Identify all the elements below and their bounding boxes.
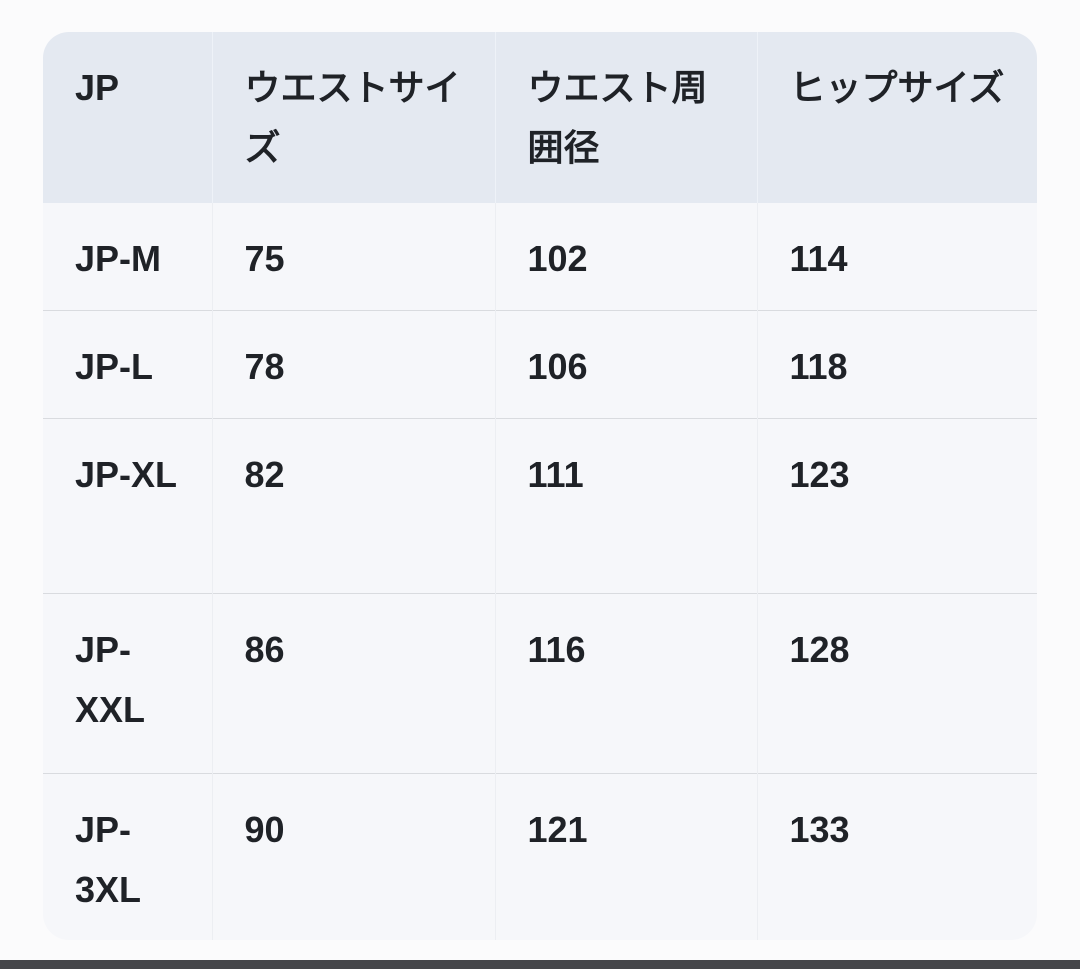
col-header-hip-size: ヒップサイズ bbox=[756, 32, 1037, 203]
size-chart-table: JP ウエストサイズ ウエスト周囲径 ヒップサイズ JP-M 75 102 11… bbox=[43, 32, 1037, 940]
bottom-divider-bar bbox=[0, 960, 1080, 969]
cell-jp-size: JP-3XL bbox=[43, 772, 212, 940]
table-row: JP-3XL 90 121 133 bbox=[43, 772, 1037, 940]
cell-jp-size: JP-XL bbox=[43, 417, 212, 593]
cell-waist-size: 86 bbox=[211, 592, 495, 773]
col-header-jp: JP bbox=[43, 32, 212, 203]
cell-hip-size: 123 bbox=[756, 417, 1037, 593]
cell-waist-circumference: 102 bbox=[494, 203, 757, 310]
col-header-waist-circumference: ウエスト周囲径 bbox=[494, 32, 757, 203]
cell-waist-circumference: 116 bbox=[494, 592, 757, 773]
cell-waist-size: 90 bbox=[211, 772, 495, 940]
cell-waist-size: 75 bbox=[211, 203, 495, 310]
table-row: JP-XXL 86 116 128 bbox=[43, 592, 1037, 773]
cell-hip-size: 133 bbox=[756, 772, 1037, 940]
table-row: JP-M 75 102 114 bbox=[43, 203, 1037, 310]
col-header-waist-size: ウエストサイズ bbox=[211, 32, 495, 203]
cell-waist-circumference: 121 bbox=[494, 772, 757, 940]
cell-waist-size: 78 bbox=[211, 309, 495, 418]
cell-waist-circumference: 111 bbox=[494, 417, 757, 593]
cell-hip-size: 118 bbox=[756, 309, 1037, 418]
table-row: JP-L 78 106 118 bbox=[43, 309, 1037, 418]
cell-jp-size: JP-M bbox=[43, 203, 212, 310]
size-chart-card: JP ウエストサイズ ウエスト周囲径 ヒップサイズ JP-M 75 102 11… bbox=[43, 32, 1037, 940]
cell-waist-size: 82 bbox=[211, 417, 495, 593]
header-row: JP ウエストサイズ ウエスト周囲径 ヒップサイズ bbox=[43, 32, 1037, 203]
cell-waist-circumference: 106 bbox=[494, 309, 757, 418]
table-body: JP-M 75 102 114 JP-L 78 106 118 JP-XL 82… bbox=[43, 203, 1037, 940]
cell-jp-size: JP-L bbox=[43, 309, 212, 418]
cell-hip-size: 128 bbox=[756, 592, 1037, 773]
cell-jp-size: JP-XXL bbox=[43, 592, 212, 773]
table-row: JP-XL 82 111 123 bbox=[43, 417, 1037, 593]
table-header: JP ウエストサイズ ウエスト周囲径 ヒップサイズ bbox=[43, 32, 1037, 203]
cell-hip-size: 114 bbox=[756, 203, 1037, 310]
